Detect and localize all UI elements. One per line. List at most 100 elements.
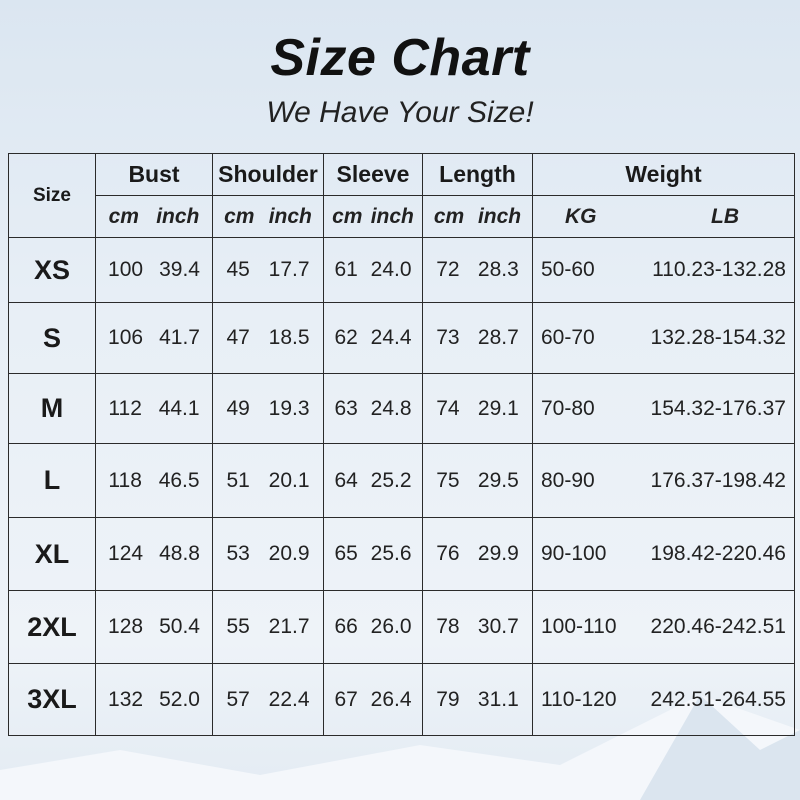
measure-cell: 67 26.4 [323, 663, 423, 736]
sleeve-header: Sleeve [323, 153, 423, 196]
cell-value: 63 [334, 396, 358, 420]
unit-label: inch [268, 204, 312, 228]
cell-value: 20.1 [268, 468, 310, 492]
cell-value: 21.7 [268, 615, 310, 638]
measure-cell: 110-120 242.51-264.55 [532, 663, 795, 736]
measure-cell: 100 39.4 [95, 237, 213, 303]
page-subtitle: We Have Your Size! [266, 96, 534, 129]
cell-value: 45 [226, 258, 250, 281]
unit-label: KG [565, 204, 597, 228]
cell-value: 220.46-242.51 [650, 615, 786, 638]
measure-cell: 90-100 198.42-220.46 [532, 517, 795, 591]
measure-cell: 80-90 176.37-198.42 [532, 443, 795, 518]
cell-value: 110.23-132.28 [652, 258, 786, 281]
table-row: 2XL 128 50.4 55 21.7 66 26.0 78 30.7 100-110 220.4… [8, 590, 795, 664]
unit-label: cm [224, 204, 255, 228]
size-header: Size [8, 153, 96, 238]
unit-label: inch [370, 204, 414, 228]
cell-value: 60-70 [541, 326, 595, 349]
cell-value: 154.32-176.37 [650, 396, 786, 420]
measure-cell: 49 19.3 [212, 373, 324, 444]
unit-cell: cm inch [323, 195, 423, 238]
cell-value: 24.4 [370, 326, 412, 349]
cell-value: 20.9 [268, 542, 310, 565]
header-row: Size Bust Shoulder Sleeve Length Weight [8, 153, 795, 238]
size-table: Size Bust Shoulder Sleeve Length Weight … [8, 153, 795, 736]
cell-value: 31.1 [477, 687, 519, 711]
cell-value: 50-60 [541, 258, 595, 281]
measure-cell: 53 20.9 [212, 517, 324, 591]
cell-value: 75 [436, 468, 460, 492]
cell-value: 62 [334, 326, 358, 349]
cell-value: 29.9 [477, 542, 519, 565]
measure-cell: 66 26.0 [323, 590, 423, 664]
unit-cell: cm inch [422, 195, 533, 238]
unit-row: cm inch cm inch cm inch cm inch KG LB [9, 195, 795, 238]
measure-cell: 100-110 220.46-242.51 [532, 590, 795, 664]
measure-cell: 106 41.7 [95, 302, 213, 374]
cell-value: 39.4 [159, 258, 200, 281]
cell-value: 78 [436, 615, 460, 638]
measure-cell: 64 25.2 [323, 443, 423, 518]
cell-value: 26.4 [370, 687, 412, 711]
cell-value: 52.0 [159, 687, 200, 711]
unit-cell: KG LB [532, 195, 795, 238]
measure-cell: 55 21.7 [212, 590, 324, 664]
cell-value: 64 [334, 468, 358, 492]
measure-cell: 132 52.0 [95, 663, 213, 736]
measure-cell: 76 29.9 [422, 517, 533, 591]
size-label: XL [8, 517, 96, 591]
unit-cell: cm inch [95, 195, 213, 238]
unit-label: cm [108, 204, 139, 228]
measure-cell: 62 24.4 [323, 302, 423, 374]
cell-value: 24.8 [370, 396, 412, 420]
measure-cell: 118 46.5 [95, 443, 213, 518]
cell-value: 132 [108, 687, 144, 711]
cell-value: 70-80 [541, 396, 595, 420]
measure-cell: 78 30.7 [422, 590, 533, 664]
cell-value: 51 [226, 468, 250, 492]
measure-cell: 79 31.1 [422, 663, 533, 736]
cell-value: 47 [226, 326, 250, 349]
cell-value: 46.5 [158, 468, 200, 492]
cell-value: 28.7 [477, 326, 519, 349]
mountain-background [0, 695, 800, 800]
cell-value: 100-110 [541, 615, 617, 638]
cell-value: 74 [436, 396, 460, 420]
unit-cell: cm inch [212, 195, 324, 238]
cell-value: 25.2 [370, 468, 412, 492]
measure-cell: 112 44.1 [95, 373, 213, 444]
measure-cell: 63 24.8 [323, 373, 423, 444]
measure-cell: 47 18.5 [212, 302, 324, 374]
table-row: 3XL 132 52.0 57 22.4 67 26.4 79 31.1 110-120 242.5… [8, 663, 795, 736]
cell-value: 18.5 [268, 326, 310, 349]
bust-header: Bust [95, 153, 213, 196]
cell-value: 17.7 [268, 258, 310, 281]
measure-cell: 75 29.5 [422, 443, 533, 518]
size-label: L [8, 443, 96, 518]
measure-cell: 60-70 132.28-154.32 [532, 302, 795, 374]
unit-label: LB [711, 204, 739, 228]
cell-value: 50.4 [159, 615, 200, 638]
cell-value: 55 [226, 615, 250, 638]
measure-cell: 50-60 110.23-132.28 [532, 237, 795, 303]
size-label: M [8, 373, 96, 444]
cell-value: 242.51-264.55 [650, 687, 786, 711]
shoulder-header: Shoulder [212, 153, 324, 196]
weight-header: Weight [532, 153, 795, 196]
measure-cell: 72 28.3 [422, 237, 533, 303]
cell-value: 25.6 [370, 542, 412, 565]
cell-value: 65 [334, 542, 358, 565]
cell-value: 80-90 [541, 468, 595, 492]
cell-value: 106 [108, 326, 144, 349]
cell-value: 110-120 [541, 687, 617, 711]
cell-value: 73 [436, 326, 460, 349]
cell-value: 176.37-198.42 [650, 468, 786, 492]
measure-cell: 70-80 154.32-176.37 [532, 373, 795, 444]
cell-value: 66 [334, 615, 358, 638]
cell-value: 128 [108, 615, 144, 638]
cell-value: 72 [436, 258, 460, 281]
size-label: S [8, 302, 96, 374]
cell-value: 124 [108, 542, 144, 565]
measure-cell: 57 22.4 [212, 663, 324, 736]
